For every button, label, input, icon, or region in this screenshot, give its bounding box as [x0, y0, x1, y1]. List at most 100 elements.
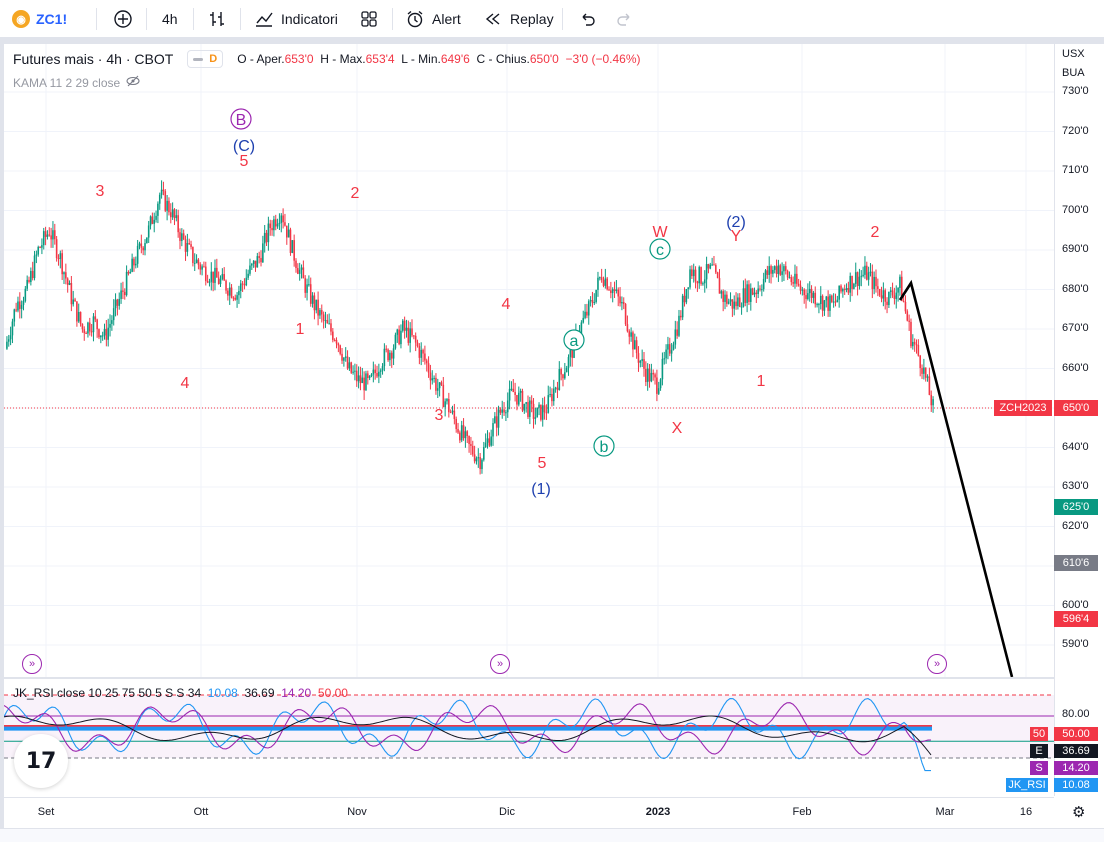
candle-body [597, 277, 599, 290]
candle-body [862, 274, 864, 276]
wave-label-circle [649, 238, 671, 260]
candle-body [70, 282, 73, 305]
candle-body [525, 402, 527, 404]
candle-body [786, 270, 789, 278]
chart-title[interactable]: Futures mais · 4h · CBOT [13, 51, 174, 67]
replay-button[interactable]: Replay [482, 0, 554, 38]
unit-selector[interactable]: BUA [1062, 67, 1085, 79]
candle-body [129, 271, 132, 274]
currency-selector[interactable]: USX [1062, 48, 1085, 60]
candle-body [543, 405, 546, 413]
candle-body [571, 349, 573, 358]
layouts-button[interactable] [358, 0, 386, 38]
candle-body [153, 219, 156, 224]
candle-body [689, 269, 691, 288]
candle-body [66, 278, 69, 285]
candle-body [309, 284, 312, 304]
kama-legend[interactable]: KAMA 11 2 29 close [13, 75, 140, 90]
candle-body [807, 293, 809, 300]
candle-body [251, 263, 253, 266]
candle-body [919, 355, 921, 369]
candle-body [295, 260, 297, 269]
candle-body [483, 447, 485, 460]
candle-body [514, 392, 516, 395]
candle-body [304, 278, 307, 293]
candle-body [831, 295, 833, 302]
chart-type-button[interactable] [206, 0, 234, 38]
candle-body [517, 392, 520, 405]
rsi-chart-svg[interactable] [4, 679, 1054, 796]
candle-body [681, 295, 684, 318]
ohlc-low-label: L - Min. [401, 52, 441, 66]
candle-body [584, 311, 586, 318]
candle-body [586, 311, 588, 316]
candle-body [389, 352, 391, 361]
time-axis[interactable] [4, 797, 1054, 827]
candle-body [344, 356, 347, 358]
candle-body [797, 283, 800, 286]
price-tick-label: 660'0 [1062, 361, 1089, 374]
candle-body [41, 245, 43, 248]
candle-body [15, 309, 17, 311]
candle-body [827, 296, 829, 311]
candle-body [510, 388, 513, 390]
candle-body [252, 260, 255, 264]
candle-body [680, 315, 682, 318]
symbol-search-button[interactable]: ◉ ZC1! [12, 0, 67, 38]
candle-body [291, 240, 294, 253]
compare-symbol-button[interactable] [112, 0, 140, 38]
tradingview-logo[interactable]: 17 [14, 734, 68, 788]
redo-button[interactable] [614, 0, 642, 38]
candle-body [462, 425, 465, 439]
candle-body [878, 288, 881, 296]
candle-body [523, 403, 526, 411]
candle-body [424, 353, 426, 361]
settings-gear-icon[interactable]: ⚙ [1072, 804, 1086, 821]
indicators-button[interactable]: Indicatori [253, 0, 338, 38]
candle-body [63, 272, 65, 275]
candle-body [751, 288, 754, 295]
candle-body [702, 283, 704, 285]
candle-body [81, 323, 84, 330]
candle-body [540, 404, 542, 420]
undo-button[interactable] [576, 0, 604, 38]
ohlc-high-label: H - Max. [320, 52, 366, 66]
candle-body [112, 308, 115, 321]
interval-button[interactable]: 4h [162, 11, 178, 27]
candle-body [814, 292, 817, 305]
ohlc-close-value: 650'0 [529, 52, 559, 66]
candle-body [773, 266, 776, 270]
candle-body [842, 289, 844, 292]
dividend-event-icon[interactable]: » [490, 654, 510, 674]
wave-label: (1) [531, 481, 551, 498]
dividend-event-icon[interactable]: » [22, 654, 42, 674]
candle-body [602, 280, 605, 286]
candle-body [670, 349, 673, 354]
wave-label: 1 [296, 321, 305, 338]
dividend-event-icon[interactable]: » [927, 654, 947, 674]
candle-body [464, 431, 467, 439]
price-tick-label: 630'0 [1062, 480, 1089, 492]
rsi-pane[interactable] [4, 679, 1054, 796]
candle-body [425, 360, 428, 364]
candle-body [22, 300, 25, 305]
candle-body [140, 243, 143, 248]
candle-body [810, 288, 813, 298]
price-axis[interactable] [1054, 44, 1104, 796]
candle-body [770, 266, 772, 274]
rsi-legend[interactable]: JK_RSI close 10 25 75 50 5 S S 34 10.08 … [13, 686, 348, 700]
alert-button[interactable]: Alert [404, 0, 461, 38]
candle-body [451, 410, 454, 413]
eye-hidden-icon[interactable] [126, 75, 140, 90]
candle-body [147, 225, 150, 238]
delay-badge[interactable]: D [187, 50, 224, 68]
wave-label: 4 [502, 296, 511, 313]
candle-body [865, 265, 868, 280]
candle-body [6, 341, 8, 349]
candle-body [444, 401, 446, 408]
candle-body [556, 387, 559, 390]
candle-body [558, 369, 561, 390]
pane-divider[interactable] [0, 677, 1104, 679]
